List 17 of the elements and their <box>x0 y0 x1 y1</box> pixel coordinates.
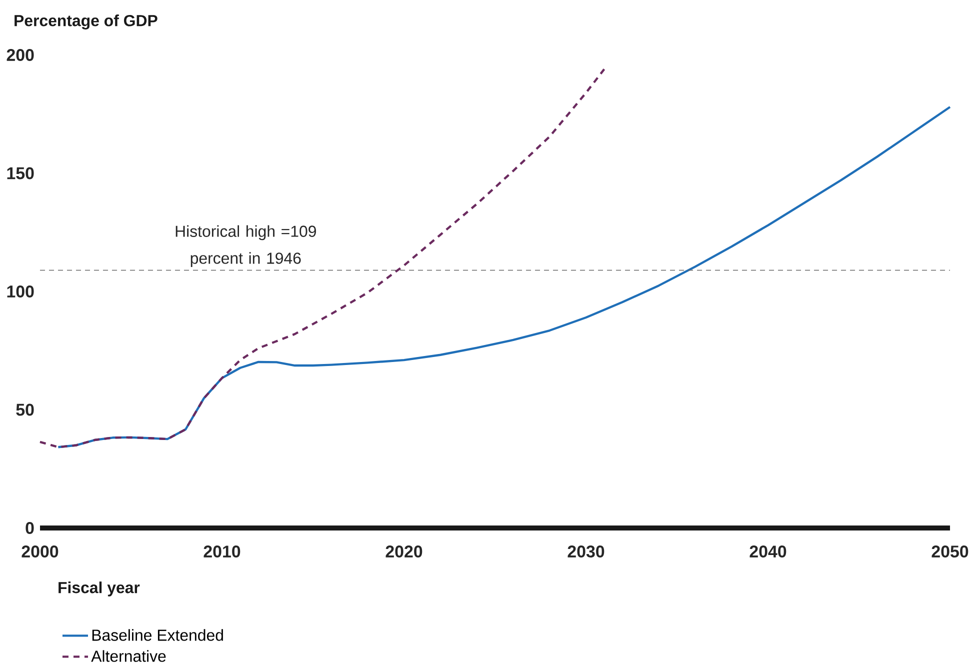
y-tick-label: 0 <box>26 522 34 534</box>
x-tick-label: 2000 <box>22 546 58 558</box>
x-axis-title: Fiscal year <box>58 582 140 596</box>
y-tick-label: 150 <box>7 167 34 180</box>
x-tick-label: 2040 <box>750 546 786 558</box>
y-axis-title: Percentage of GDP <box>14 14 158 30</box>
x-tick-label: 2020 <box>386 546 422 558</box>
x-tick-label: 2050 <box>932 546 968 558</box>
ref-line-label: Historical high =109 percent in 1946 <box>176 225 316 268</box>
x-tick-label: 2010 <box>204 546 240 558</box>
x-tick-label: 2030 <box>568 546 604 558</box>
legend-label: Alternative <box>91 650 166 662</box>
y-tick-label: 200 <box>6 49 34 61</box>
line-series <box>57 106 952 448</box>
legend-label: Baseline Extended <box>92 629 223 641</box>
y-tick-label: 100 <box>7 286 34 298</box>
y-tick-label: 50 <box>16 404 34 416</box>
